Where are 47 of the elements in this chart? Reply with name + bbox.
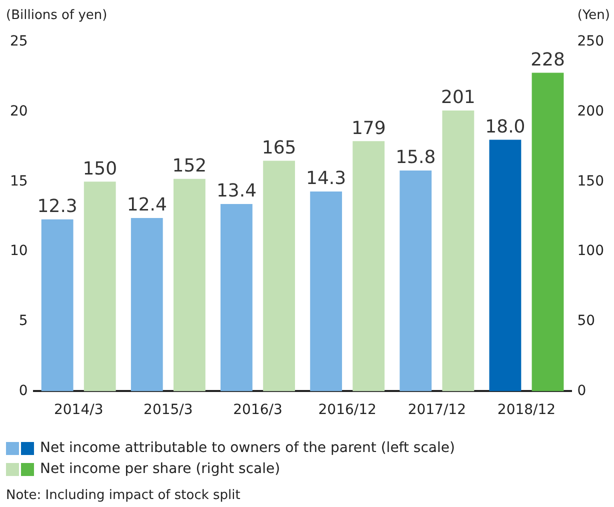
x-tick-label: 2014/3 — [54, 402, 104, 418]
y2-tick-label: 150 — [577, 173, 604, 190]
x-tick-label: 2016/3 — [233, 402, 282, 418]
data-label: 13.4 — [216, 180, 257, 202]
bar — [400, 170, 432, 392]
y2-tick-label: 50 — [577, 313, 596, 329]
y-tick-label: 10 — [10, 243, 28, 260]
y2-tick-label: 100 — [577, 243, 604, 260]
data-label: 18.0 — [485, 116, 526, 138]
data-label: 12.3 — [37, 196, 78, 218]
bar — [442, 110, 474, 392]
x-tick-label: 2016/12 — [318, 402, 376, 418]
y-axis-title: (Billions of yen) — [6, 8, 108, 23]
data-label: 150 — [82, 158, 118, 180]
text: Note: Including impact of stock split — [6, 488, 240, 503]
y-tick-label: 20 — [10, 103, 28, 120]
y2-tick-label: 250 — [577, 34, 604, 50]
bar — [489, 140, 522, 392]
y-tick-label: 15 — [10, 173, 28, 190]
bar — [310, 191, 342, 392]
bar — [220, 204, 252, 392]
legend-label: Net income attributable to owners of the parent (left scale) — [40, 440, 455, 456]
y2-axis-title: (Yen) — [577, 8, 610, 23]
bar — [532, 72, 564, 392]
data-label: 15.8 — [396, 147, 436, 168]
bar — [174, 178, 206, 392]
bar — [352, 141, 385, 392]
data-label: 228 — [530, 49, 565, 70]
data-label: 179 — [351, 118, 386, 139]
y2-tick-label: 200 — [577, 103, 604, 120]
bar — [263, 160, 295, 392]
x-tick-label: 2015/3 — [144, 402, 193, 418]
data-label: 14.3 — [306, 168, 346, 190]
legend-label: Net income per share (right scale) — [40, 461, 280, 477]
data-label: 152 — [172, 156, 207, 177]
bar — [41, 219, 74, 392]
bar — [130, 218, 163, 392]
x-tick-label: 2017/12 — [408, 402, 466, 418]
y-tick-label: 5 — [18, 313, 28, 329]
data-label: 165 — [262, 137, 296, 158]
y-tick-label: 25 — [10, 34, 28, 50]
x-tick-label: 2018/12 — [497, 402, 556, 418]
y2-tick-label: 0 — [577, 382, 586, 399]
y-tick-label: 0 — [18, 382, 28, 399]
data-label: 201 — [441, 87, 476, 108]
bar — [84, 182, 116, 392]
data-label: 12.4 — [126, 194, 167, 216]
